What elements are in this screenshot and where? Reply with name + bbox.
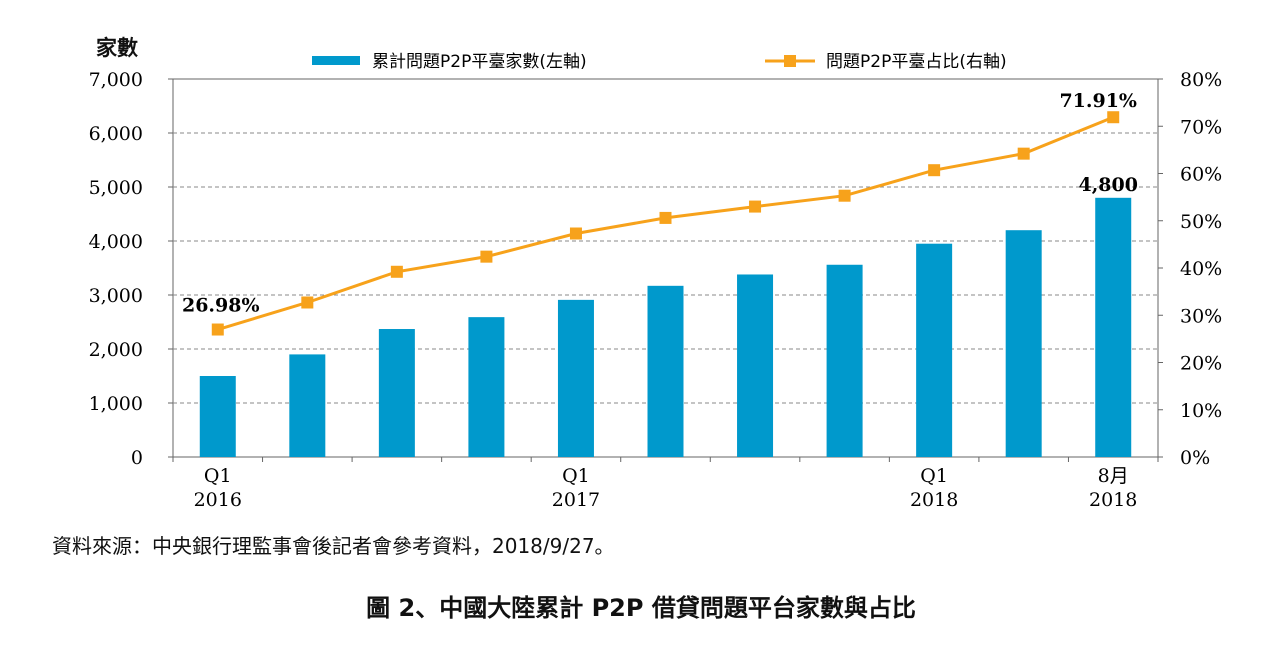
right-tick-label: 20% [1180, 353, 1222, 375]
bar [826, 264, 863, 457]
data-label: 71.91% [1059, 90, 1137, 112]
x-tick-label: Q1 [562, 465, 590, 487]
right-tick-label: 30% [1180, 305, 1222, 327]
line-point [211, 323, 224, 336]
line-point [390, 265, 403, 278]
figure-caption: 圖 2、中國大陸累計 P2P 借貸問題平台家數與占比 [366, 594, 916, 622]
x-tick-label: 8月 [1098, 465, 1129, 487]
line-point [480, 250, 493, 263]
line-point [1107, 111, 1120, 124]
line-point [1017, 147, 1030, 160]
bar [1005, 230, 1042, 457]
legend-swatch-marker [784, 55, 796, 67]
x-tick-label: Q1 [920, 465, 948, 487]
legend-swatch-bar [312, 56, 360, 65]
right-tick-label: 0% [1180, 447, 1210, 469]
bar [378, 329, 415, 457]
legend-label: 累計問題P2P平臺家數(左軸) [372, 52, 587, 72]
bar [647, 285, 684, 457]
left-tick-label: 5,000 [89, 177, 143, 199]
x-tick-label: 2018 [910, 489, 958, 511]
chart-svg: 0 1,000 2,000 3,000 4,000 5,000 6,000 7,000 0% 10… [89, 52, 1223, 511]
right-tick-label: 70% [1180, 116, 1222, 138]
right-tick-label: 10% [1180, 400, 1222, 422]
data-label: 26.98% [182, 295, 260, 317]
line-point [838, 189, 851, 202]
line-point [928, 164, 941, 177]
right-tick-label: 60% [1180, 164, 1222, 186]
bar [557, 299, 594, 457]
x-tick-label: 2018 [1089, 489, 1137, 511]
bar [737, 274, 774, 457]
left-tick-label: 7,000 [89, 69, 143, 91]
left-tick-label: 4,000 [89, 231, 143, 253]
bar [468, 317, 505, 457]
line-point [659, 211, 672, 224]
left-tick-label: 3,000 [89, 285, 143, 307]
right-tick-label: 80% [1180, 69, 1222, 91]
left-tick-label: 1,000 [89, 393, 143, 415]
data-label: 4,800 [1078, 174, 1138, 196]
right-tick-label: 40% [1180, 258, 1222, 280]
bar [289, 354, 326, 457]
x-tick-label: 2017 [552, 489, 600, 511]
left-tick-label: 2,000 [89, 339, 143, 361]
source-note: 資料來源：中央銀行理監事會後記者會參考資料，2018/9/27。 [52, 534, 615, 558]
left-tick-label: 6,000 [89, 123, 143, 145]
line-point [569, 227, 582, 240]
left-tick-label: 0 [131, 447, 143, 469]
line-point [749, 200, 762, 213]
x-tick-label: Q1 [204, 465, 232, 487]
legend-label: 問題P2P平臺占比(右軸) [826, 52, 1007, 72]
bar [1095, 197, 1132, 458]
bar [916, 243, 953, 457]
line-point [301, 296, 314, 309]
x-tick-label: 2016 [194, 489, 242, 511]
bar [199, 376, 236, 457]
left-axis-title: 家數 [96, 36, 138, 60]
right-tick-label: 50% [1180, 211, 1222, 233]
